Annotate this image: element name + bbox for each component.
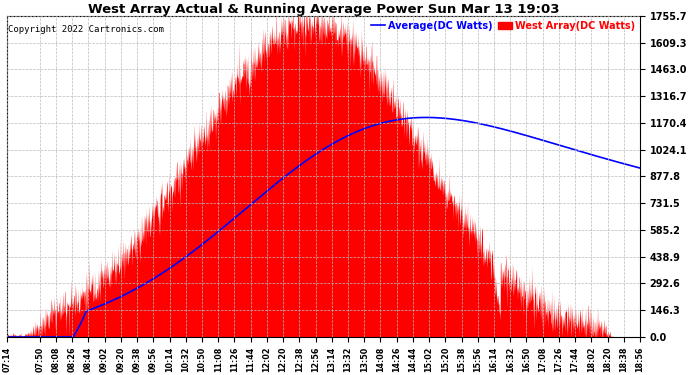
Text: Copyright 2022 Cartronics.com: Copyright 2022 Cartronics.com — [8, 26, 164, 34]
Legend: Average(DC Watts), West Array(DC Watts): Average(DC Watts), West Array(DC Watts) — [371, 21, 635, 31]
Title: West Array Actual & Running Average Power Sun Mar 13 19:03: West Array Actual & Running Average Powe… — [88, 3, 560, 16]
